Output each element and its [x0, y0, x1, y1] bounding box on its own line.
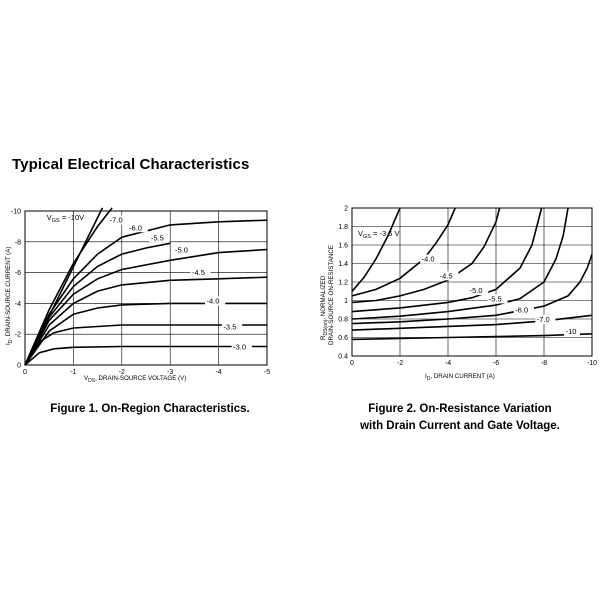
series-curve	[351, 207, 401, 292]
series-curve	[24, 345, 267, 366]
y-axis-label: ID, DRAIN-SOURCE CURRENT (A)	[5, 247, 14, 345]
x-tick-label: -8	[541, 360, 547, 367]
plot-area: 0 -1 -2 -3 -4 -5 0 -2 -4 -6 -8 -10 VGS = -10V -7.0 -6.…	[11, 207, 270, 376]
series-curve	[351, 254, 593, 325]
y-tick-label: 0	[17, 363, 21, 370]
y-tick-label: 0.6	[338, 335, 348, 342]
y-tick-label: 0.8	[338, 317, 348, 324]
y-tick-label: 0.4	[338, 354, 348, 361]
series-label-bg	[438, 271, 459, 281]
series-label: -7.0	[537, 315, 550, 324]
x-tick-label: -10	[587, 360, 597, 367]
x-tick-label: 0	[350, 360, 354, 367]
x-tick-label: -1	[70, 369, 76, 376]
series-label-bg	[108, 215, 129, 225]
series-label-bg	[564, 326, 580, 336]
plot-frame	[351, 207, 593, 357]
y-tick-label: 1.4	[338, 261, 348, 268]
y-tick-label: -4	[15, 301, 21, 308]
x-tick-label: -4	[445, 360, 451, 367]
series-label-bg	[420, 254, 441, 264]
x-axis-label: ID, DRAIN CURRENT (A)	[425, 373, 495, 382]
series-label: -6.0	[129, 223, 142, 232]
series-label-bg	[221, 322, 243, 332]
y-tick-label: 1	[344, 298, 348, 305]
series-label: -6.0	[515, 306, 528, 315]
series-label: -4.0	[422, 255, 435, 264]
figure1-caption: Figure 1. On-Region Characteristics.	[50, 403, 250, 415]
series-label-bg	[205, 296, 226, 306]
x-tick-label: 0	[23, 369, 27, 376]
series-label: -4.0	[207, 296, 220, 305]
series-curve	[24, 276, 268, 366]
series-curve	[351, 333, 593, 341]
plot-area: 0 -2 -4 -6 -8 -10 0.4 0.6 0.8 1 1.2 1.4 1.6 1.8 2 VGS =…	[338, 206, 597, 368]
series-label-bg	[149, 233, 170, 243]
series-label: -3.5	[223, 323, 236, 332]
series-label: -7.0	[110, 216, 123, 225]
x-axis-label: VDS, DRAIN-SOURCE VOLTAGE (V)	[84, 375, 186, 384]
series-label-bg	[535, 314, 556, 324]
series-label: -5.0	[470, 286, 483, 295]
series-label-bg	[231, 342, 252, 352]
series-curve	[24, 219, 268, 366]
figure2-caption-line1: Figure 2. On-Resistance Variation	[368, 403, 552, 415]
series-label: -5.5	[151, 233, 164, 242]
y-axis-label-line2: DRAIN-SOURCE ON-RESISTANCE	[328, 245, 335, 345]
figure2-caption: Figure 2. On-Resistance Variation with D…	[340, 401, 580, 435]
x-tick-label: -6	[493, 360, 499, 367]
y-tick-label: -2	[15, 332, 21, 339]
x-tick-label: -2	[397, 360, 403, 367]
y-tick-label: 1.8	[338, 224, 348, 231]
plot-frame	[24, 210, 268, 366]
series-label: -4.5	[192, 268, 205, 277]
series-label: VGS = -10V	[47, 213, 84, 224]
figure2-caption-line2: with Drain Current and Gate Voltage.	[360, 420, 560, 432]
series-label: -3.0	[233, 343, 246, 352]
series-label-bg	[513, 305, 534, 315]
series-curve	[24, 248, 268, 366]
y-tick-label: 1.6	[338, 243, 348, 250]
series-label: VGS = -3.5 V	[358, 229, 400, 240]
y-tick-label: 2	[344, 206, 348, 213]
y-tick-label: -6	[15, 270, 21, 277]
x-tick-label: -3	[167, 369, 173, 376]
series-label: -5.5	[489, 294, 502, 303]
series-curve	[351, 207, 569, 320]
series-label: -4.5	[440, 271, 453, 280]
series-curve	[24, 207, 113, 366]
series-label-bg	[487, 294, 508, 304]
series-curve	[24, 242, 171, 366]
section-title: Typical Electrical Characteristics	[12, 156, 250, 173]
series-label: -5.0	[175, 246, 188, 255]
y-axis-label-line1: RDS(on), NORMALIZED	[320, 275, 329, 340]
y-tick-label: -10	[11, 209, 21, 216]
y-tick-label: 1.2	[338, 280, 348, 287]
x-tick-label: -5	[264, 369, 270, 376]
series-label-bg	[173, 245, 194, 255]
series-label-bg	[468, 286, 489, 296]
series-label-bg	[190, 267, 211, 277]
series-label: -10	[566, 327, 577, 336]
y-tick-label: -8	[15, 239, 21, 246]
series-curve	[24, 324, 267, 366]
x-tick-label: -2	[119, 369, 125, 376]
series-label-bg	[127, 223, 148, 233]
series-curve	[351, 207, 543, 313]
x-tick-label: -4	[215, 369, 221, 376]
